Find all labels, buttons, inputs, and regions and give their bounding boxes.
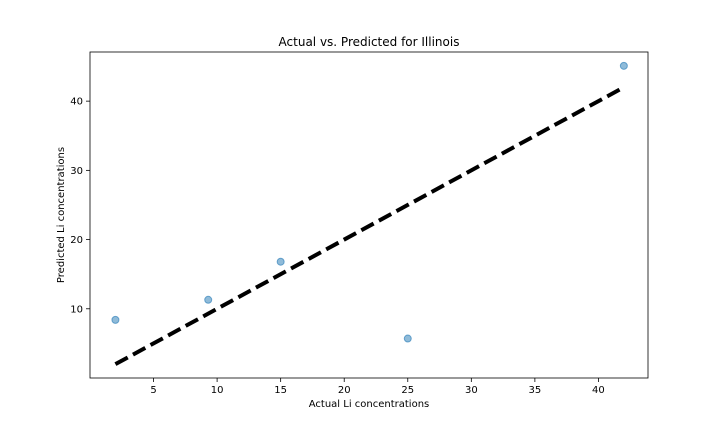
y-tick-label: 30 <box>70 166 83 177</box>
x-tick-label: 10 <box>211 385 224 396</box>
reference-line-layer <box>114 85 625 366</box>
y-tick-label: 40 <box>70 97 83 108</box>
x-axis-label: Actual Li concentrations <box>309 399 430 410</box>
chart-title: Actual vs. Predicted for Illinois <box>279 35 460 49</box>
points-layer <box>111 61 628 343</box>
reference-line <box>114 85 625 366</box>
data-point <box>276 257 285 266</box>
x-tick-label: 5 <box>150 385 156 396</box>
plot-area <box>90 52 648 378</box>
y-axis-label: Predicted Li concentrations <box>56 147 67 283</box>
x-tick-label: 25 <box>401 385 414 396</box>
x-tick-label: 35 <box>529 385 542 396</box>
y-tick-label: 20 <box>70 235 83 246</box>
x-tick-label: 15 <box>274 385 287 396</box>
data-point <box>403 334 412 343</box>
plot-frame <box>89 51 649 379</box>
x-tick-label: 30 <box>465 385 478 396</box>
y-tick-label: 10 <box>70 304 83 315</box>
data-point <box>111 315 120 324</box>
x-tick-label: 40 <box>592 385 605 396</box>
data-point <box>204 295 213 304</box>
y-axis-ticks: 10 20 30 40 <box>70 97 90 315</box>
data-point <box>619 61 628 70</box>
x-axis-ticks: 5 10 15 20 25 30 35 40 <box>150 378 605 396</box>
x-tick-label: 20 <box>338 385 351 396</box>
